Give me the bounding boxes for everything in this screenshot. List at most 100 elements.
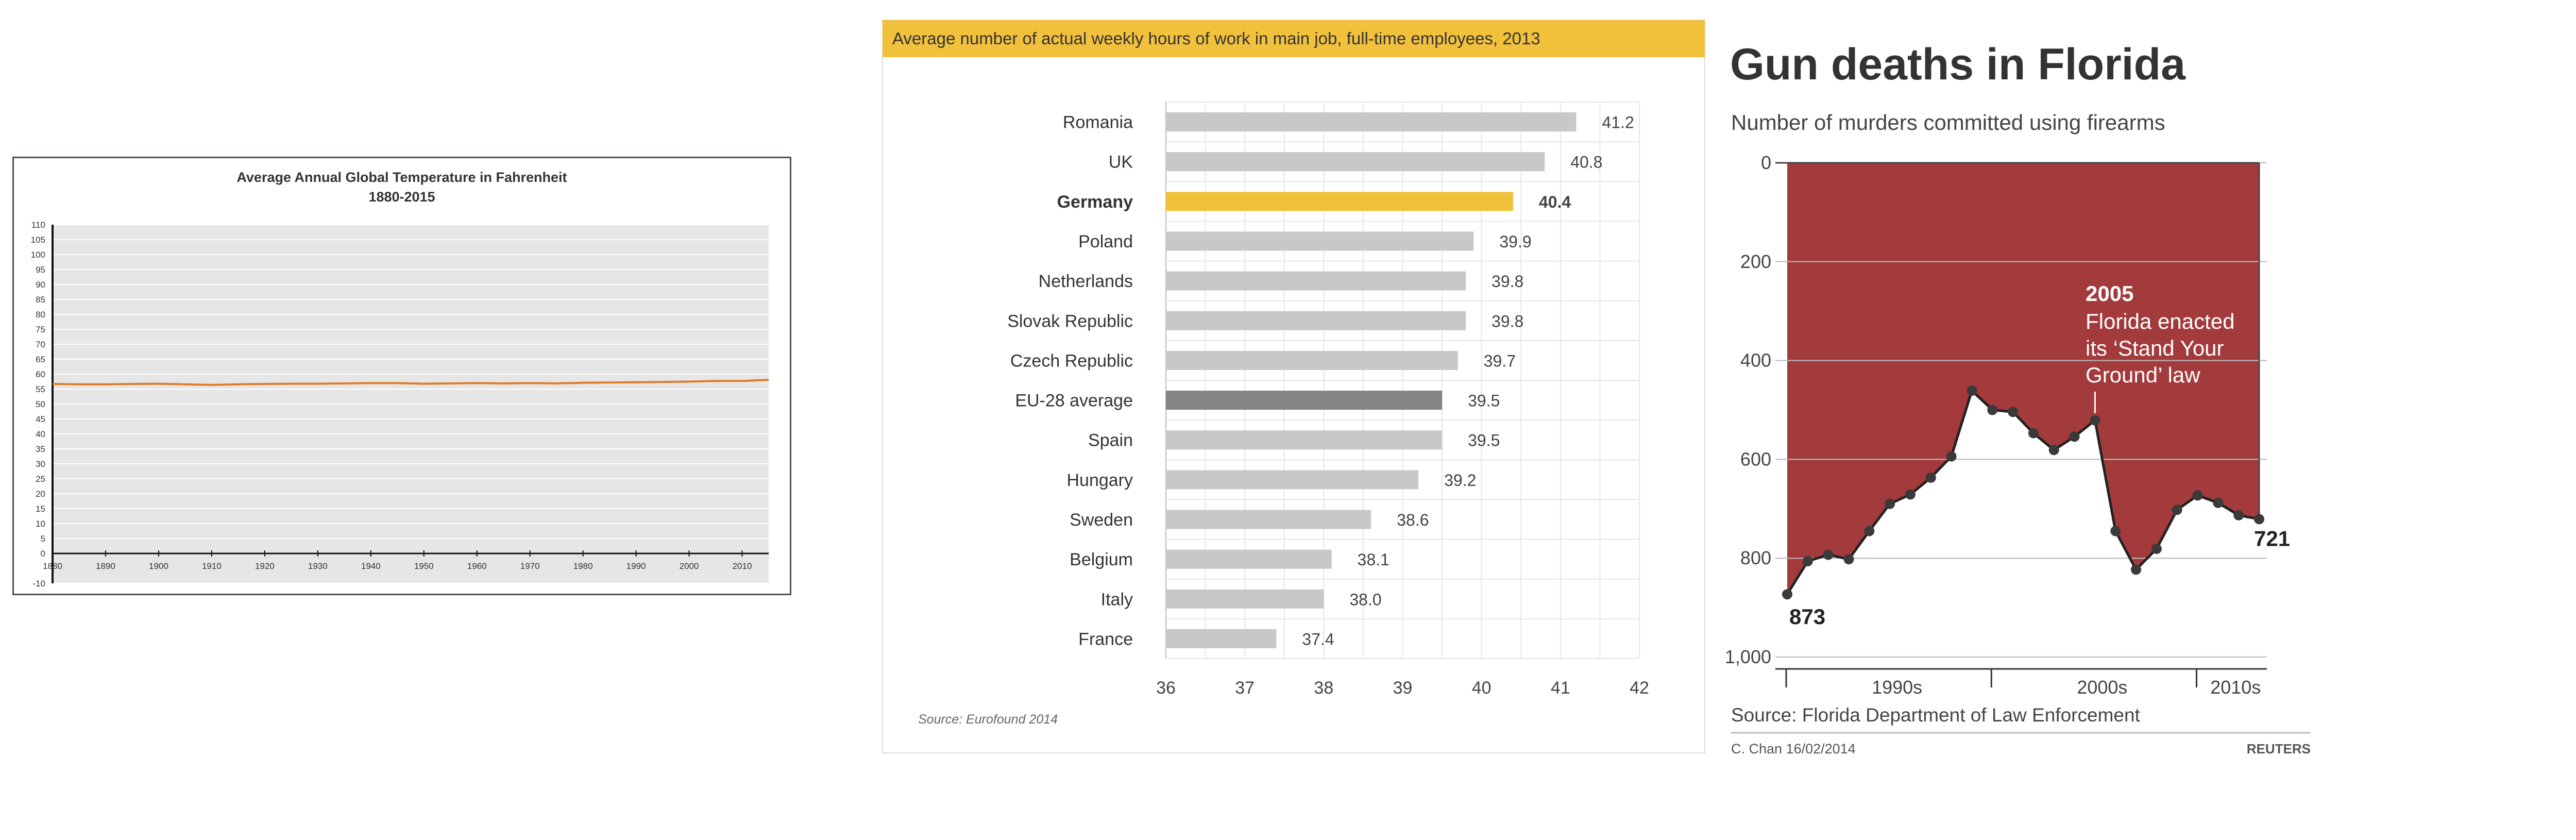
bar-value-label: 39.8	[1492, 272, 1523, 291]
bar-value-label: 38.0	[1349, 590, 1381, 609]
bar	[1166, 589, 1324, 609]
x-tick-label: 1900	[149, 561, 168, 571]
y-tick-label: 0	[41, 549, 45, 559]
y-tick-label: 60	[36, 369, 45, 379]
data-point	[2233, 510, 2244, 520]
x-tick-label: 36	[1156, 678, 1176, 698]
bar	[1166, 470, 1419, 490]
x-tick-label: 1880	[43, 561, 62, 571]
annotation-text-line: its ‘Stand Your	[2086, 336, 2224, 360]
temperature-chart: Average Annual Global Temperature in Fah…	[12, 157, 791, 595]
y-tick-label: 35	[36, 444, 45, 454]
category-label: EU-28 average	[1015, 391, 1133, 411]
bar-value-label: 37.4	[1302, 630, 1334, 648]
x-tick-label: 1990	[626, 561, 646, 571]
data-point	[2172, 505, 2182, 515]
data-point	[1802, 556, 1813, 566]
chart-title: Average number of actual weekly hours of…	[892, 29, 1540, 48]
first-value-label: 873	[1789, 604, 1825, 629]
bar-value-label: 39.5	[1468, 392, 1500, 410]
category-label: Czech Republic	[1010, 351, 1133, 371]
bar	[1166, 350, 1458, 370]
data-point	[1905, 489, 1916, 500]
data-point	[1925, 472, 1936, 483]
gun-deaths-chart: Gun deaths in Florida Number of murders …	[1725, 40, 2311, 757]
data-point	[1885, 498, 1895, 509]
data-point	[1967, 385, 1977, 396]
category-label: Netherlands	[1039, 272, 1133, 291]
data-point	[1864, 526, 1875, 536]
bar	[1166, 152, 1545, 172]
bar-value-label: 40.8	[1570, 153, 1602, 172]
chart-subtitle: Number of murders committed using firear…	[1731, 110, 2165, 135]
x-tick-label: 2000	[680, 561, 699, 571]
chart-source: Source: Florida Department of Law Enforc…	[1731, 704, 2141, 726]
y-tick-label: 85	[36, 295, 45, 305]
category-label: Slovak Republic	[1007, 311, 1133, 331]
data-point	[2110, 526, 2121, 536]
bar	[1166, 112, 1577, 132]
bar	[1166, 629, 1277, 648]
data-point	[2008, 407, 2019, 417]
data-point	[2213, 497, 2224, 508]
area-fill	[1787, 163, 2259, 595]
x-tick-label: 39	[1393, 678, 1413, 698]
category-label: Italy	[1101, 590, 1133, 609]
bar	[1166, 231, 1474, 251]
bar	[1166, 510, 1371, 529]
y-tick-label: 40	[36, 429, 45, 439]
category-label: Spain	[1088, 431, 1133, 450]
y-tick-label: 5	[41, 534, 45, 544]
y-tick-label: 95	[36, 265, 45, 275]
data-point	[2131, 564, 2142, 575]
x-tick-label: 2010	[733, 561, 752, 571]
bar	[1166, 549, 1332, 569]
category-label: France	[1078, 629, 1133, 649]
bar	[1166, 430, 1443, 450]
y-tick-label: 80	[36, 310, 45, 320]
y-tick-label: 70	[36, 340, 45, 349]
data-point	[2048, 445, 2059, 456]
x-tick-label: 1980	[573, 561, 593, 571]
y-tick-label: 15	[36, 504, 45, 514]
y-tick-label: 25	[36, 474, 45, 484]
data-point	[2192, 490, 2203, 501]
y-tick-label: 65	[36, 355, 45, 364]
y-tick-label: 0	[1761, 152, 1771, 173]
y-tick-label: 75	[36, 325, 45, 334]
y-tick-label: 55	[36, 384, 45, 394]
y-tick-label: 20	[36, 489, 45, 499]
x-tick-label: 41	[1551, 678, 1570, 698]
data-point	[2028, 428, 2039, 439]
bar-value-label: 39.9	[1499, 232, 1531, 251]
y-tick-label: 200	[1740, 251, 1771, 272]
category-label: Belgium	[1070, 550, 1133, 569]
y-tick-label: 110	[31, 220, 45, 230]
y-tick-label: -10	[32, 579, 45, 589]
x-period-label: 2010s	[2210, 677, 2261, 698]
chart-title-bar	[883, 20, 1705, 57]
bar	[1166, 271, 1466, 291]
x-tick-label: 1950	[414, 561, 434, 571]
x-tick-label: 40	[1472, 678, 1492, 698]
bar-value-label: 39.5	[1468, 431, 1500, 450]
x-tick-label: 1890	[96, 561, 115, 571]
x-tick-label: 37	[1235, 678, 1255, 698]
x-tick-label: 1970	[520, 561, 540, 571]
x-tick-label: 1940	[361, 561, 381, 571]
y-tick-label: 50	[36, 399, 45, 409]
data-point	[1782, 589, 1792, 600]
bar-value-label: 38.6	[1397, 511, 1429, 529]
category-label: Hungary	[1066, 471, 1133, 490]
data-point	[2069, 431, 2080, 442]
chart-credit: C. Chan 16/02/2014	[1731, 741, 1856, 757]
data-point	[1946, 451, 1957, 462]
y-tick-label: 10	[36, 519, 45, 529]
data-point	[1987, 405, 1998, 415]
annotation-text-line: Florida enacted	[2086, 309, 2235, 333]
x-period-label: 1990s	[1872, 677, 1922, 698]
category-label: Germany	[1057, 192, 1133, 212]
data-point	[1823, 549, 1834, 560]
x-tick-label: 1960	[467, 561, 487, 571]
weekly-hours-chart: Average number of actual weekly hours of…	[882, 20, 1705, 753]
